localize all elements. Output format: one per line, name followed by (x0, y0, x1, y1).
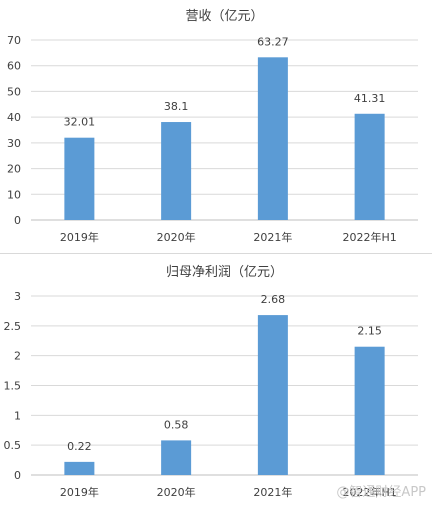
y-tick-label: 1 (14, 409, 21, 422)
x-tick-label: 2022年H1 (342, 230, 396, 244)
y-tick-label: 0 (14, 469, 21, 482)
bar (354, 113, 385, 220)
watermark-text: @智通财经APP (336, 485, 426, 500)
y-tick-label: 70 (7, 34, 21, 47)
x-tick-label: 2019年 (60, 485, 99, 499)
data-label: 38.1 (164, 100, 189, 113)
bar (64, 137, 95, 220)
data-label: 2.15 (357, 325, 382, 338)
revenue-chart-svg: 营收（亿元） 0 10 20 30 40 50 60 70 32.01 2019年 38.1 2020年… (7, 9, 418, 244)
y-tick-label: 2 (14, 350, 21, 363)
revenue-chart: 营收（亿元） 0 10 20 30 40 50 60 70 32.01 2019年 38.1 2020年… (0, 0, 432, 252)
bar (354, 346, 385, 475)
y-tick-label: 20 (7, 163, 21, 176)
x-tick-label: 2021年 (253, 485, 292, 499)
y-tick-label: 0 (14, 214, 21, 227)
y-tick-label: 50 (7, 85, 21, 98)
x-tick-label: 2021年 (253, 230, 292, 244)
net-profit-chart-svg: 归母净利润（亿元） 0 0.5 1 1.5 2 2.5 3 0.22 2019年 0.58 2020年… (4, 265, 418, 499)
y-tick-label: 10 (7, 188, 21, 201)
x-tick-label: 2020年 (157, 230, 196, 244)
data-label: 63.27 (257, 35, 289, 48)
y-tick-label: 3 (14, 290, 21, 303)
y-tick-label: 1.5 (4, 380, 22, 393)
y-tick-label: 40 (7, 111, 21, 124)
data-label: 0.22 (67, 440, 92, 453)
y-tick-label: 0.5 (4, 439, 22, 452)
y-tick-label: 2.5 (4, 320, 22, 333)
data-label: 32.01 (64, 116, 96, 129)
bar (161, 122, 192, 220)
data-label: 0.58 (164, 418, 189, 431)
chart-title: 营收（亿元） (185, 9, 263, 24)
x-tick-label: 2020年 (157, 485, 196, 499)
bar (257, 57, 288, 221)
x-tick-label: 2022年H1 (342, 485, 396, 499)
data-label: 2.68 (261, 293, 286, 306)
chart-title: 归母净利润（亿元） (166, 265, 283, 280)
bar (161, 440, 192, 475)
y-tick-label: 30 (7, 137, 21, 150)
bar (257, 315, 288, 475)
x-tick-label: 2019年 (60, 230, 99, 244)
bar (64, 461, 95, 475)
chart-divider (0, 253, 432, 254)
data-label: 41.31 (354, 92, 386, 105)
y-tick-label: 60 (7, 60, 21, 73)
net-profit-chart: 归母净利润（亿元） 0 0.5 1 1.5 2 2.5 3 0.22 2019年 0.58 2020年… (0, 256, 432, 508)
